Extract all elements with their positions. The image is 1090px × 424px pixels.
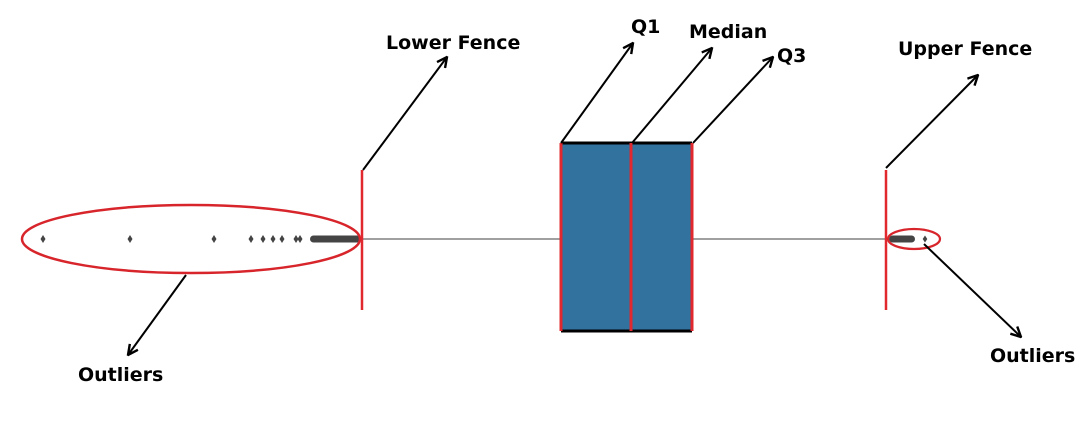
outlier-marker [297, 235, 303, 243]
left-outlier-markers [40, 235, 303, 243]
outlier-marker [260, 235, 266, 243]
label-median: Median [689, 21, 767, 43]
outlier-marker [270, 235, 276, 243]
lower-fence-arrow [362, 57, 447, 171]
left-outlier-cluster [310, 235, 361, 243]
left-outliers-arrow [128, 274, 187, 355]
right-outliers-arrow [923, 243, 1021, 337]
label-q1: Q1 [631, 16, 660, 38]
label-outliers-right: Outliers [990, 345, 1075, 367]
q1-arrow [560, 43, 633, 144]
outlier-marker [127, 235, 133, 243]
left-outliers-highlight [20, 203, 362, 275]
right-outlier-cluster [889, 235, 915, 243]
outlier-marker [279, 235, 285, 243]
outlier-marker [248, 235, 254, 243]
label-lower-fence: Lower Fence [386, 32, 520, 54]
right-outliers-highlight [886, 227, 942, 251]
upper-fence-arrow [885, 75, 978, 169]
label-outliers-left: Outliers [78, 364, 163, 386]
iqr-box [561, 143, 692, 331]
median-arrow [631, 48, 712, 144]
outlier-marker [211, 235, 217, 243]
q3-arrow [692, 57, 773, 144]
outlier-marker [922, 235, 928, 243]
outlier-marker [293, 235, 299, 243]
label-upper-fence: Upper Fence [898, 38, 1032, 60]
label-q3: Q3 [777, 45, 806, 67]
outlier-marker [40, 235, 46, 243]
